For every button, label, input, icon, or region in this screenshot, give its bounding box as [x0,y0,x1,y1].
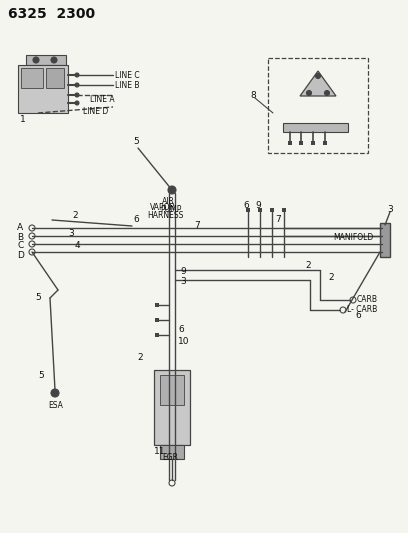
Text: CARB: CARB [357,295,378,304]
Text: LINE B: LINE B [115,80,140,90]
Text: ESA: ESA [48,400,63,409]
Text: 6: 6 [178,326,184,335]
Circle shape [75,101,79,105]
Bar [46,68,64,88]
Bar [155,318,159,322]
Bar [154,370,190,445]
Circle shape [75,73,79,77]
Text: 9: 9 [255,201,261,211]
Circle shape [306,91,311,95]
Text: LINE C: LINE C [115,70,140,79]
Bar [26,55,66,65]
Text: 6: 6 [243,201,249,211]
Text: 3: 3 [387,206,393,214]
Text: 6325  2300: 6325 2300 [8,7,95,21]
Bar [299,141,303,145]
Text: A: A [17,223,23,232]
Text: 1: 1 [20,116,26,125]
Circle shape [168,186,176,194]
Text: LINE D: LINE D [83,107,108,116]
Bar [288,141,292,145]
Bar [258,208,262,212]
Text: 5: 5 [133,138,139,147]
Text: 5: 5 [38,370,44,379]
Circle shape [315,74,321,78]
Text: L- CARB: L- CARB [347,305,377,314]
Text: 6: 6 [355,311,361,319]
Polygon shape [300,71,336,96]
Text: PUMP: PUMP [160,206,182,214]
Text: 10: 10 [178,337,189,346]
Text: 2: 2 [137,353,143,362]
Circle shape [51,57,57,63]
Text: MANIFOLD: MANIFOLD [334,233,374,243]
Text: 8: 8 [250,92,256,101]
Text: 11: 11 [154,448,166,456]
Bar [283,123,348,132]
Text: HARNESS: HARNESS [147,212,183,221]
Text: D: D [17,251,24,260]
Text: 2: 2 [72,211,78,220]
Circle shape [51,389,59,397]
Text: 2: 2 [328,273,334,282]
Text: AIR: AIR [162,198,175,206]
Bar [155,303,159,307]
Text: 3: 3 [68,229,74,238]
Text: 2: 2 [305,261,310,270]
Text: 7: 7 [275,215,281,224]
Bar [246,208,250,212]
Bar [21,68,43,88]
Bar [268,58,368,153]
Circle shape [324,91,330,95]
Bar [270,208,274,212]
Text: C: C [17,241,23,251]
Bar [18,65,68,113]
Circle shape [33,57,39,63]
Bar [160,375,184,405]
Bar [311,141,315,145]
Text: EGR: EGR [162,454,178,463]
Text: LINE A: LINE A [90,94,115,103]
Text: 3: 3 [180,278,186,287]
Text: B: B [17,232,23,241]
Bar [380,223,390,257]
Text: 6: 6 [133,215,139,224]
Text: 7: 7 [194,221,200,230]
Circle shape [75,93,79,97]
Bar [155,333,159,337]
Text: 4: 4 [75,240,81,249]
Circle shape [75,83,79,87]
Bar [323,141,327,145]
Bar [282,208,286,212]
Text: 5: 5 [35,294,41,303]
Bar [160,445,184,459]
Text: VAPOR: VAPOR [150,204,176,213]
Text: 9: 9 [180,268,186,277]
